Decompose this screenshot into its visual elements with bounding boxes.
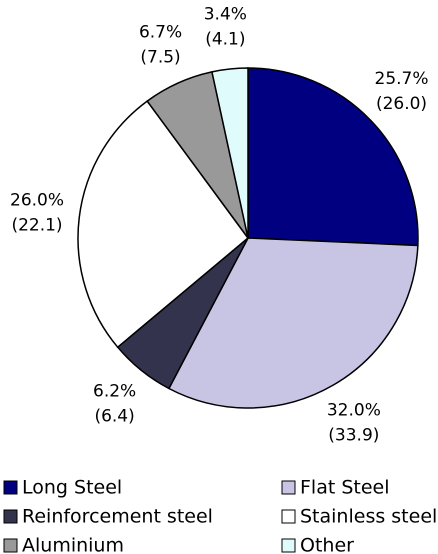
secondary-value-label: (33.9) [328,425,379,445]
pie [77,67,419,409]
legend-swatch [3,538,18,553]
legend-label: Other [300,535,354,554]
value-label: 6.7% [139,22,182,42]
pie-slice [211,67,249,239]
value-label: 6.2% [93,381,136,401]
legend-swatch [3,509,18,524]
legend-swatch [281,538,296,553]
value-label: 26.0% [10,191,64,211]
legend-label: Long Steel [22,477,122,499]
value-label: 25.7% [375,69,429,89]
legend-swatch [3,480,18,495]
pie-slice [77,100,250,349]
pie-slice [167,237,419,409]
secondary-value-label: (7.5) [140,47,180,67]
legend-label: Flat Steel [300,477,390,499]
secondary-value-label: (6.4) [94,406,134,426]
legend-swatch [281,480,296,495]
pie-slice [247,67,419,247]
legend-label: Stainless steel [300,506,437,528]
legend: Long Steel Flat Steel Reinforcement steel S… [3,477,437,554]
secondary-value-label: (22.1) [11,216,62,236]
data-labels: 25.7% (26.0) 32.0% (33.9) 6.2% (6.4) 26.0% (22.… [10,5,429,446]
legend-label: Aluminium [22,535,124,554]
secondary-value-label: (4.1) [205,30,245,50]
value-label: 32.0% [327,400,381,420]
value-label: 3.4% [204,5,247,25]
secondary-value-label: (26.0) [376,94,427,114]
legend-label: Reinforcement steel [22,506,213,528]
legend-swatch [281,509,296,524]
